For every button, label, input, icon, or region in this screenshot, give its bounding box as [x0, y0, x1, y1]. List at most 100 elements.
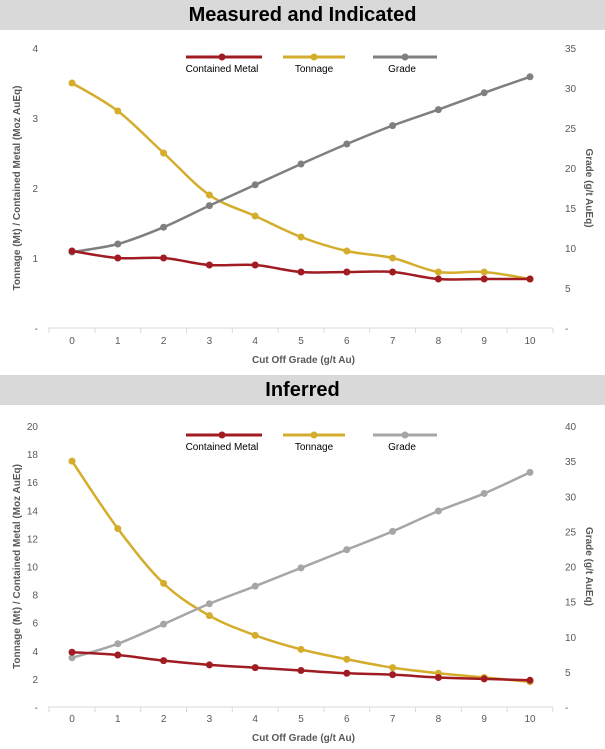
data-point — [297, 268, 305, 276]
legend-marker — [310, 431, 318, 439]
data-point — [205, 202, 213, 210]
y2-tick-label: 30 — [565, 492, 577, 503]
legend-marker — [310, 53, 318, 61]
y-tick-label: 3 — [32, 114, 38, 125]
series-grade — [68, 468, 534, 662]
data-point — [343, 546, 351, 554]
data-point — [480, 489, 488, 497]
data-point — [205, 661, 213, 669]
x-tick-label: 5 — [298, 714, 304, 725]
y-tick-label: 14 — [27, 506, 39, 517]
x-tick-label: 0 — [69, 714, 75, 725]
x-tick-label: 10 — [524, 336, 536, 347]
data-point — [160, 223, 168, 231]
y2-tick-label: 15 — [565, 204, 577, 215]
x-tick-label: 4 — [252, 336, 258, 347]
y2-tick-label: 35 — [565, 457, 577, 468]
data-point — [389, 664, 397, 672]
data-point — [434, 275, 442, 283]
data-point — [205, 191, 213, 199]
x-tick-label: 8 — [436, 714, 442, 725]
x-tick-label: 7 — [390, 714, 396, 725]
legend: Contained Metal Tonnage Grade — [186, 431, 437, 453]
data-point — [160, 579, 168, 587]
data-point — [389, 268, 397, 276]
chart-title: Measured and Indicated — [0, 0, 605, 30]
y-tick-label: 2 — [32, 675, 38, 686]
legend-item: Grade — [373, 431, 437, 453]
legend-label: Contained Metal — [186, 442, 259, 453]
data-point — [526, 73, 534, 81]
chart-title: Inferred — [0, 375, 605, 405]
legend-marker — [401, 53, 409, 61]
data-point — [114, 240, 122, 248]
y2-tick-label: - — [565, 703, 568, 714]
x-tick-label: 8 — [436, 336, 442, 347]
series-contained-metal — [68, 247, 534, 283]
data-point — [114, 107, 122, 115]
data-point — [114, 525, 122, 533]
y2-tick-label: 40 — [565, 422, 577, 433]
x-tick-label: 10 — [524, 714, 536, 725]
data-point — [160, 620, 168, 628]
data-point — [297, 564, 305, 572]
series-grade — [68, 73, 534, 256]
y2-tick-label: 25 — [565, 124, 577, 135]
x-tick-label: 1 — [115, 714, 121, 725]
x-tick-label: 9 — [481, 336, 487, 347]
x-tick-label: 1 — [115, 336, 121, 347]
x-axis-title: Cut Off Grade (g/t Au) — [252, 733, 355, 744]
y-tick-label: 4 — [32, 44, 38, 55]
data-point — [205, 261, 213, 269]
y2-tick-label: 25 — [565, 527, 577, 538]
y-tick-label: 18 — [27, 450, 39, 461]
y-tick-label: 12 — [27, 534, 39, 545]
y2-tick-label: - — [565, 324, 568, 335]
x-tick-label: 7 — [390, 336, 396, 347]
legend-label: Tonnage — [295, 442, 334, 453]
legend-marker — [401, 431, 409, 439]
legend-item: Tonnage — [283, 431, 345, 453]
x-tick-label: 6 — [344, 714, 350, 725]
legend-item: Contained Metal — [186, 431, 262, 453]
y-tick-label: 2 — [32, 184, 38, 195]
data-point — [343, 669, 351, 677]
data-point — [343, 268, 351, 276]
data-point — [160, 657, 168, 665]
y2-tick-label: 20 — [565, 563, 577, 574]
data-point — [114, 254, 122, 262]
data-point — [526, 676, 534, 684]
data-point — [343, 247, 351, 255]
series-tonnage — [68, 79, 534, 283]
series-line — [71, 81, 531, 281]
series-tonnage — [68, 457, 534, 686]
data-point — [297, 233, 305, 241]
x-tick-label: 2 — [161, 336, 167, 347]
y-tick-label: 16 — [27, 478, 39, 489]
data-point — [251, 181, 259, 189]
x-tick-label: 6 — [344, 336, 350, 347]
y2-axis-title: Grade (g/t AuEq) — [583, 527, 594, 606]
y-tick-label: 20 — [27, 422, 39, 433]
data-point — [205, 600, 213, 608]
chart-panel-measured-indicated: Measured and Indicated -1 2 3 4-5 10 15 20 25 30… — [0, 0, 605, 366]
data-point — [480, 268, 488, 276]
data-point — [68, 654, 76, 662]
x-tick-label: 0 — [69, 336, 75, 347]
data-point — [160, 254, 168, 262]
x-tick-label: 4 — [252, 714, 258, 725]
y2-axis-title: Grade (g/t AuEq) — [583, 148, 594, 227]
y-tick-label: 8 — [32, 591, 38, 602]
data-point — [343, 655, 351, 663]
x-tick-label: 3 — [207, 714, 213, 725]
data-point — [389, 527, 397, 535]
data-point — [251, 631, 259, 639]
data-point — [434, 673, 442, 681]
y2-tick-label: 5 — [565, 668, 571, 679]
data-point — [480, 275, 488, 283]
data-point — [434, 507, 442, 515]
legend-item: Tonnage — [283, 53, 345, 75]
y-tick-label: 6 — [32, 619, 38, 630]
y-axis-title: Tonnage (Mt) / Contained Metal (Moz AuEq… — [12, 464, 23, 669]
data-point — [526, 275, 534, 283]
